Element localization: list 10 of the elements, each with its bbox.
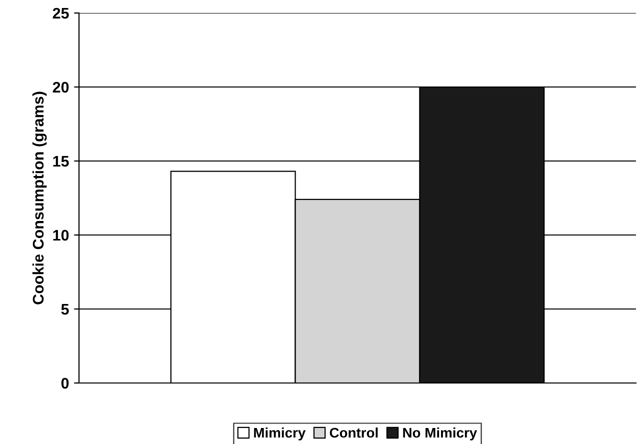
legend-label: No Mimicry [403,427,478,440]
y-tick-label: 10 [53,230,69,241]
y-tick-label: 5 [61,304,69,315]
legend-label: Control [330,427,378,438]
y-axis-title: Cookie Consumption (grams) [32,92,47,304]
legend-label: Mimicry [254,427,306,440]
y-tick-label: 15 [53,156,69,167]
y-tick-label: 0 [61,378,69,389]
y-tick-label: 20 [52,82,69,93]
y-tick-label: 25 [52,8,69,19]
